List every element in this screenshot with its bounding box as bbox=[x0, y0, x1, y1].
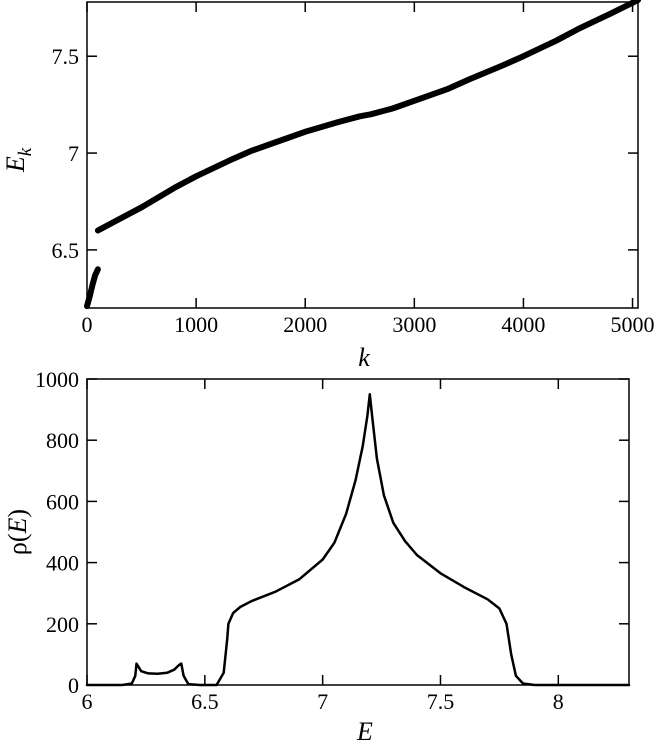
dispersion-x-axis-label: k bbox=[358, 343, 370, 372]
density-y-axis: 0 200 400 600 800 1000 bbox=[35, 367, 629, 698]
density-x-tick-label: 8 bbox=[553, 689, 564, 714]
density-x-tick-label: 7 bbox=[317, 689, 328, 714]
density-x-tick-label: 6.5 bbox=[191, 689, 219, 714]
dispersion-panel: 0 1000 2000 3000 4000 5000 6.5 7 7.5 k Ek bbox=[1, 0, 655, 372]
dispersion-series-line-2 bbox=[94, 0, 641, 234]
density-plot-frame bbox=[86, 378, 630, 686]
density-of-states-panel: 6 6.5 7 7.5 8 0 200 400 600 800 1000 E ρ(E) bbox=[3, 367, 631, 745]
density-y-tick-label: 200 bbox=[46, 612, 79, 637]
density-series-line-1 bbox=[85, 393, 631, 687]
density-y-tick-label: 0 bbox=[68, 673, 79, 698]
dispersion-x-tick-label: 2000 bbox=[283, 312, 327, 337]
dispersion-x-tick-label: 3000 bbox=[392, 312, 436, 337]
density-of-states-curve bbox=[85, 393, 631, 687]
density-x-tick-label: 7.5 bbox=[427, 689, 455, 714]
density-y-tick-label: 600 bbox=[46, 489, 79, 514]
dispersion-y-tick-label: 7 bbox=[68, 141, 79, 166]
dispersion-x-tick-label: 4000 bbox=[501, 312, 545, 337]
density-y-tick-label: 800 bbox=[46, 428, 79, 453]
dispersion-x-axis: 0 1000 2000 3000 4000 5000 bbox=[82, 2, 655, 337]
dispersion-y-tick-label: 7.5 bbox=[52, 44, 80, 69]
dispersion-plot-frame bbox=[86, 1, 639, 309]
density-y-tick-label: 400 bbox=[46, 551, 79, 576]
dispersion-x-tick-label: 1000 bbox=[174, 312, 218, 337]
dispersion-curves bbox=[84, 0, 641, 310]
dispersion-y-axis: 6.5 7 7.5 bbox=[52, 44, 638, 263]
density-x-axis-label: E bbox=[356, 717, 373, 745]
dispersion-y-axis-label: Ek bbox=[1, 147, 36, 173]
density-y-axis-label: ρ(E) bbox=[3, 509, 32, 555]
dispersion-series-line-1 bbox=[84, 266, 101, 310]
dispersion-y-tick-label: 6.5 bbox=[52, 238, 80, 263]
dispersion-x-tick-label: 5000 bbox=[611, 312, 655, 337]
density-x-axis: 6 6.5 7 7.5 8 bbox=[82, 379, 564, 714]
density-y-tick-label: 1000 bbox=[35, 367, 79, 392]
density-x-tick-label: 6 bbox=[82, 689, 93, 714]
dispersion-x-tick-label: 0 bbox=[82, 312, 93, 337]
